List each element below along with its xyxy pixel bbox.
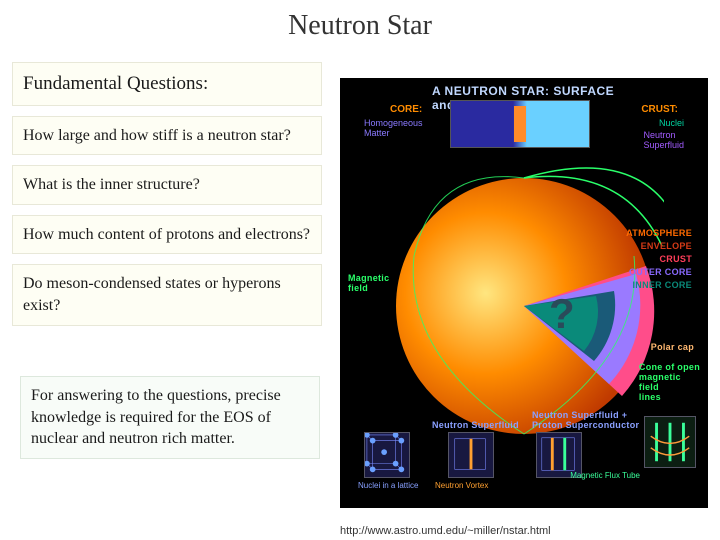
question-4: Do meson-condensed states or hyperons ex… [12, 264, 322, 325]
core-label: CORE: [390, 104, 422, 115]
nsps-label: Neutron Superfluid + Proton Superconduct… [532, 410, 642, 430]
inset-flux [644, 416, 696, 468]
layer-innercore: INNER CORE [632, 280, 692, 290]
svg-text:?: ? [549, 290, 575, 337]
nuclei-label: Nuclei [659, 118, 684, 128]
question-2: What is the inner structure? [12, 165, 322, 205]
cone-label: Cone of open magnetic field lines [639, 362, 700, 402]
inset-lattice [364, 432, 410, 478]
phase-bar [450, 100, 590, 148]
layer-envelope: ENVELOPE [641, 241, 692, 251]
cutaway-sphere: ? [384, 156, 664, 436]
cutaway-svg: ? [384, 156, 664, 436]
neutron-star-diagram: A NEUTRON STAR: SURFACE and INTERIOR COR… [340, 78, 708, 508]
inset-vortex-caption: Neutron Vortex [435, 481, 525, 490]
layer-atmosphere: ATMOSPHERE [626, 228, 692, 238]
ns-superfluid-label: Neutron Superfluid [432, 420, 519, 430]
question-1: How large and how stiff is a neutron sta… [12, 116, 322, 156]
homogeneous-label: Homogeneous Matter [364, 118, 423, 138]
inset-flux-caption: Magnetic Flux Tube [570, 471, 640, 480]
page-title: Neutron Star [0, 0, 720, 48]
crust-label: CRUST: [641, 104, 678, 115]
source-url: http://www.astro.umd.edu/~miller/nstar.h… [340, 525, 551, 537]
questions-heading: Fundamental Questions: [12, 62, 322, 106]
left-column: Fundamental Questions: How large and how… [12, 62, 322, 336]
polar-cap-label: Polar cap [651, 342, 694, 352]
question-3: How much content of protons and electron… [12, 215, 322, 255]
layer-outercore: OUTER CORE [629, 267, 692, 277]
inset-ns [448, 432, 494, 478]
magnetic-field-label: Magnetic field [348, 273, 389, 293]
layer-crust: CRUST [660, 254, 693, 264]
conclusion-text: For answering to the questions, precise … [20, 376, 320, 459]
inset-lattice-caption: Nuclei in a lattice [358, 481, 428, 490]
neutron-superfluid-label: Neutron Superfluid [643, 130, 684, 150]
